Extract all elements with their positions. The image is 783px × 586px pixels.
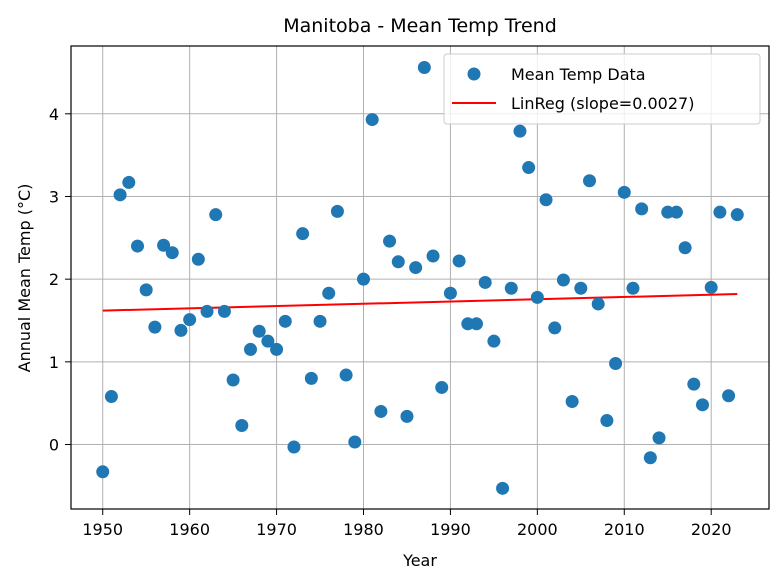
- data-point: [322, 286, 336, 300]
- data-point: [226, 373, 240, 387]
- data-point: [287, 440, 301, 454]
- data-point: [730, 208, 744, 222]
- data-point: [148, 320, 162, 334]
- data-point: [157, 238, 171, 252]
- data-point: [522, 161, 536, 175]
- data-point: [617, 185, 631, 199]
- data-point: [574, 281, 588, 295]
- legend-box: [443, 53, 761, 125]
- data-point: [174, 323, 188, 337]
- data-point: [556, 273, 570, 287]
- data-point: [122, 175, 136, 189]
- plot-frame: [70, 45, 770, 510]
- data-point: [261, 334, 275, 348]
- data-point: [609, 356, 623, 370]
- data-point: [470, 317, 484, 331]
- data-point: [583, 174, 597, 188]
- data-point: [391, 255, 405, 269]
- data-point: [496, 481, 510, 495]
- data-point: [600, 414, 614, 428]
- data-point: [374, 404, 388, 418]
- y-axis-title: Annual Mean Temp (°C): [15, 184, 34, 373]
- y-tick-label: 2: [49, 270, 59, 289]
- x-tick-label: 2000: [517, 520, 558, 539]
- x-tick-label: 1960: [169, 520, 210, 539]
- data-point: [200, 304, 214, 318]
- y-tick-label: 1: [49, 353, 59, 372]
- data-point: [113, 188, 127, 202]
- data-point: [104, 390, 118, 404]
- data-point: [356, 272, 370, 286]
- data-point: [443, 286, 457, 300]
- data-point: [669, 205, 683, 219]
- data-point: [478, 275, 492, 289]
- axis-ticks: 1950 1960 1970 1980 1990 2000 2010 2020 0 1 2 3 4: [49, 105, 732, 539]
- data-point: [235, 418, 249, 432]
- data-points-layer: [96, 60, 744, 495]
- x-tick-label: 2020: [691, 520, 732, 539]
- x-axis-title: Year: [402, 551, 437, 570]
- data-point: [687, 377, 701, 391]
- data-point: [278, 314, 292, 328]
- data-point: [130, 239, 144, 253]
- data-point: [435, 380, 449, 394]
- x-tick-label: 1980: [343, 520, 384, 539]
- data-point: [383, 234, 397, 248]
- data-point: [626, 281, 640, 295]
- data-point: [678, 241, 692, 255]
- data-point: [504, 281, 518, 295]
- legend-scatter-marker: [467, 67, 481, 81]
- legend: Mean Temp Data LinReg (slope=0.0027): [443, 53, 761, 125]
- data-point: [313, 314, 327, 328]
- data-point: [696, 398, 710, 412]
- x-tick-label: 1970: [256, 520, 297, 539]
- data-point: [409, 261, 423, 275]
- data-point: [417, 60, 431, 74]
- chart-title: Manitoba - Mean Temp Trend: [283, 15, 557, 37]
- data-point: [96, 465, 110, 479]
- data-point: [713, 205, 727, 219]
- data-point: [270, 342, 284, 356]
- data-point: [330, 204, 344, 218]
- data-point: [452, 254, 466, 268]
- data-point: [548, 321, 562, 335]
- data-point: [635, 202, 649, 216]
- data-point: [365, 113, 379, 127]
- data-point: [348, 435, 362, 449]
- data-point: [400, 409, 414, 423]
- data-point: [643, 451, 657, 465]
- x-tick-label: 2010: [604, 520, 645, 539]
- legend-scatter-label: Mean Temp Data: [511, 65, 646, 84]
- data-point: [183, 313, 197, 327]
- data-point: [487, 334, 501, 348]
- data-point: [539, 193, 553, 207]
- legend-line-label: LinReg (slope=0.0027): [511, 94, 694, 113]
- data-point: [243, 342, 257, 356]
- data-point: [191, 252, 205, 266]
- data-point: [591, 297, 605, 311]
- y-tick-label: 3: [49, 187, 59, 206]
- x-tick-label: 1990: [430, 520, 471, 539]
- data-point: [530, 290, 544, 304]
- data-point: [339, 368, 353, 382]
- data-point: [513, 124, 527, 138]
- data-point: [217, 304, 231, 318]
- data-point: [296, 227, 310, 241]
- y-tick-label: 4: [49, 105, 59, 124]
- x-tick-label: 1950: [82, 520, 123, 539]
- data-point: [209, 208, 223, 222]
- data-point: [722, 389, 736, 403]
- data-point: [139, 283, 153, 297]
- data-point: [165, 246, 179, 260]
- data-point: [426, 249, 440, 263]
- data-point: [304, 371, 318, 385]
- data-point: [252, 324, 266, 338]
- data-point: [704, 280, 718, 294]
- data-point: [652, 431, 666, 445]
- y-tick-label: 0: [49, 436, 59, 455]
- data-point: [565, 395, 579, 409]
